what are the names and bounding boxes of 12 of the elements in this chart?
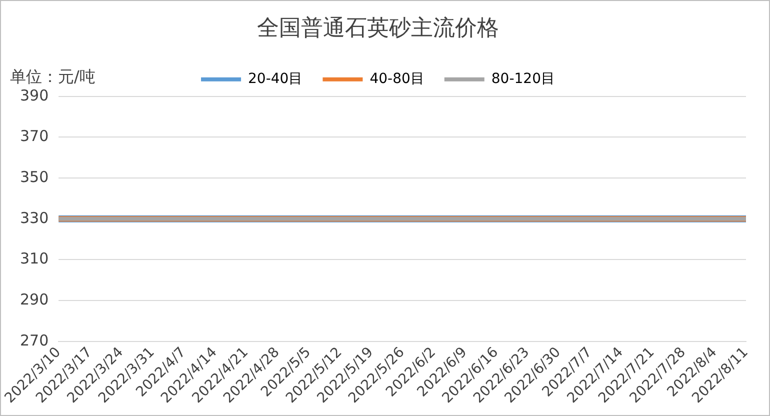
y-tick-label: 390 <box>20 86 49 104</box>
y-tick-label: 270 <box>20 331 49 350</box>
y-tick-label: 330 <box>20 208 49 227</box>
legend-label: 20-40目 <box>248 71 303 88</box>
y-tick-label: 310 <box>20 250 49 268</box>
legend-label: 40-80目 <box>370 71 424 88</box>
y-tick-label: 350 <box>20 168 49 186</box>
chart-title: 全国普通石英砂主流价格 <box>257 16 499 41</box>
y-axis-title: 单位：元/吨 <box>10 67 96 86</box>
legend-label: 80-120目 <box>491 71 555 88</box>
y-tick-label: 290 <box>20 290 49 308</box>
y-tick-label: 370 <box>20 127 49 146</box>
